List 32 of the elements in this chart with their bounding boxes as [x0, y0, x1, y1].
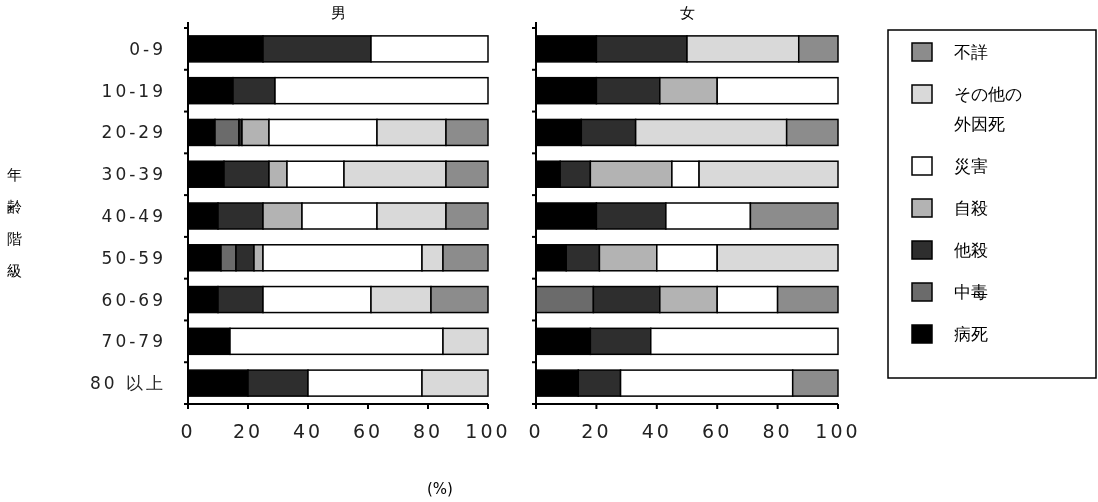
- y-tick-label: 50-59: [101, 247, 166, 268]
- legend-label: 災害: [954, 156, 988, 176]
- x-tick-label: 100: [465, 420, 511, 442]
- x-tick-label: 0: [180, 420, 196, 442]
- x-tick-label: 100: [815, 420, 861, 442]
- legend-label: 不詳: [954, 42, 988, 62]
- x-tick-label: 0: [528, 420, 544, 442]
- x-tick-label: 40: [292, 420, 324, 442]
- y-tick-label: 30-39: [101, 164, 166, 185]
- y-tick-label: 0-9: [129, 38, 166, 59]
- legend-label: その他の外因死: [954, 84, 1022, 134]
- x-tick-label: 80: [762, 420, 793, 442]
- legend-label: 他殺: [954, 240, 988, 260]
- chart-title: 男: [330, 4, 346, 22]
- y-tick-label: 60-69: [101, 289, 166, 310]
- legend-label: 病死: [954, 324, 988, 344]
- legend-label: 中毒: [954, 282, 988, 302]
- x-tick-label: 60: [352, 420, 384, 442]
- x-tick-label: 20: [232, 420, 264, 442]
- x-tick-label: 60: [702, 420, 733, 442]
- chart-title: 女: [679, 4, 695, 22]
- x-tick-label: 40: [641, 420, 672, 442]
- x-axis-title: (%): [427, 480, 453, 498]
- x-tick-label: 20: [581, 420, 612, 442]
- y-tick-label: 10-19: [101, 80, 166, 101]
- legend-label: 自殺: [954, 198, 988, 218]
- y-axis-title: 年齢階級: [6, 166, 22, 280]
- y-tick-label: 20-29: [101, 122, 166, 143]
- y-tick-label: 40-49: [101, 206, 166, 226]
- y-tick-label: 70-79: [101, 331, 166, 352]
- x-tick-label: 80: [412, 420, 444, 442]
- y-tick-label: 80 以上: [89, 373, 166, 394]
